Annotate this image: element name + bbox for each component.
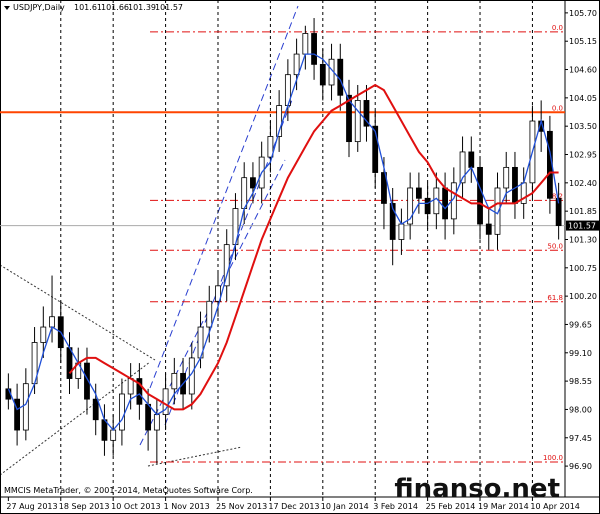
candle-body — [136, 378, 143, 405]
candle-body — [381, 172, 387, 204]
y-tick-label: 97.45 — [569, 434, 592, 443]
candle-body — [485, 223, 492, 235]
candle-body — [267, 136, 274, 158]
candle-body — [22, 383, 29, 431]
candle-body — [302, 33, 309, 55]
candle-body — [66, 347, 73, 379]
candle-body — [363, 100, 370, 127]
current-price-label: 101.57 — [568, 222, 596, 231]
y-tick-label: 104.60 — [569, 66, 597, 75]
triangle-line — [0, 361, 151, 476]
header-value: 101.61 — [74, 3, 102, 12]
candle-body — [555, 197, 562, 226]
candle-body — [346, 94, 352, 143]
candle-body — [153, 414, 160, 431]
header-arrow — [4, 6, 10, 10]
candle-body — [293, 53, 300, 76]
candle-body — [101, 419, 108, 441]
x-tick-label: 10 Apr 2014 — [530, 502, 579, 511]
candle-body — [40, 326, 47, 343]
watermark: finanso.net — [394, 474, 560, 504]
candle-body — [477, 166, 483, 225]
fib-label: 38.2 — [547, 192, 563, 200]
channel-line — [149, 5, 299, 389]
x-tick-label: 25 Feb 2014 — [426, 502, 476, 511]
candle-body — [468, 151, 475, 168]
candle-body — [319, 63, 326, 86]
y-tick-label: 98.00 — [569, 405, 592, 414]
y-tick-label: 100.20 — [569, 292, 597, 301]
y-tick-label: 102.40 — [569, 179, 597, 188]
channel-line — [139, 159, 286, 446]
y-tick-label: 98.55 — [569, 377, 592, 386]
candle-body — [119, 393, 125, 431]
candle-body — [215, 285, 221, 302]
fib-label: 0.0 — [552, 24, 563, 32]
header-value: 101.66 — [101, 3, 129, 12]
x-tick-label: 10 Oct 2013 — [111, 502, 160, 511]
x-tick-label: 19 Mar 2014 — [478, 502, 529, 511]
y-tick-label: 101.85 — [569, 207, 597, 216]
candle-body — [512, 166, 518, 204]
y-tick-label: 96.90 — [569, 462, 592, 471]
candle-body — [459, 151, 466, 184]
candle-body — [250, 177, 256, 189]
candle-body — [398, 223, 405, 240]
x-tick-label: 10 Jan 2014 — [321, 502, 369, 511]
fib-label: 0.0 — [552, 104, 563, 112]
candle-body — [49, 316, 55, 328]
candle-body — [442, 187, 448, 220]
y-tick-label: 101.30 — [569, 235, 597, 244]
candle-body — [372, 125, 379, 173]
fib-label: 50.0 — [547, 242, 563, 250]
candle-body — [206, 300, 213, 328]
candle-body — [407, 187, 414, 225]
x-tick-label: 27 Aug 2013 — [6, 502, 57, 511]
candle-body — [92, 398, 99, 421]
y-tick-label: 99.10 — [569, 349, 592, 358]
candle-body — [503, 166, 510, 189]
y-tick-label: 105.15 — [569, 37, 597, 46]
y-tick-label: 105.70 — [569, 9, 597, 18]
candle-body — [171, 372, 178, 390]
candle-body — [354, 100, 361, 143]
y-tick-label: 104.05 — [569, 94, 597, 103]
fib-label: 61.8 — [547, 294, 563, 302]
x-tick-label: 17 Dec 2013 — [268, 502, 319, 511]
candle-body — [311, 33, 317, 65]
candle-body — [145, 403, 152, 431]
y-tick-label: 102.95 — [569, 151, 597, 160]
symbol: USDJPY,Daily — [13, 3, 65, 12]
y-tick-label: 100.75 — [569, 264, 597, 273]
candle-body — [241, 177, 248, 209]
fib-label: 100.0 — [543, 454, 563, 462]
moving-average — [7, 53, 560, 432]
candle-body — [494, 187, 501, 235]
header-value: 101.39 — [128, 3, 156, 12]
candle-body — [14, 398, 21, 431]
candle-body — [276, 105, 283, 137]
candle-body — [84, 362, 90, 400]
candle-body — [424, 197, 431, 215]
candle-body — [389, 203, 396, 240]
x-tick-label: 18 Sep 2013 — [59, 502, 110, 511]
y-tick-label: 99.65 — [569, 320, 592, 329]
x-tick-label: 25 Nov 2013 — [216, 502, 267, 511]
header-value: 101.57 — [155, 3, 183, 12]
candle-body — [110, 429, 117, 441]
x-tick-label: 1 Nov 2013 — [164, 502, 210, 511]
footer: MMCIS MetaTrader, © 2001-2014, MetaQuote… — [4, 486, 253, 495]
x-tick-label: 3 Feb 2014 — [373, 502, 418, 511]
current-price-box — [566, 220, 599, 231]
y-tick-label: 103.50 — [569, 122, 597, 131]
candle-body — [415, 187, 422, 199]
moving-average — [68, 83, 559, 411]
candle-body — [127, 378, 134, 395]
